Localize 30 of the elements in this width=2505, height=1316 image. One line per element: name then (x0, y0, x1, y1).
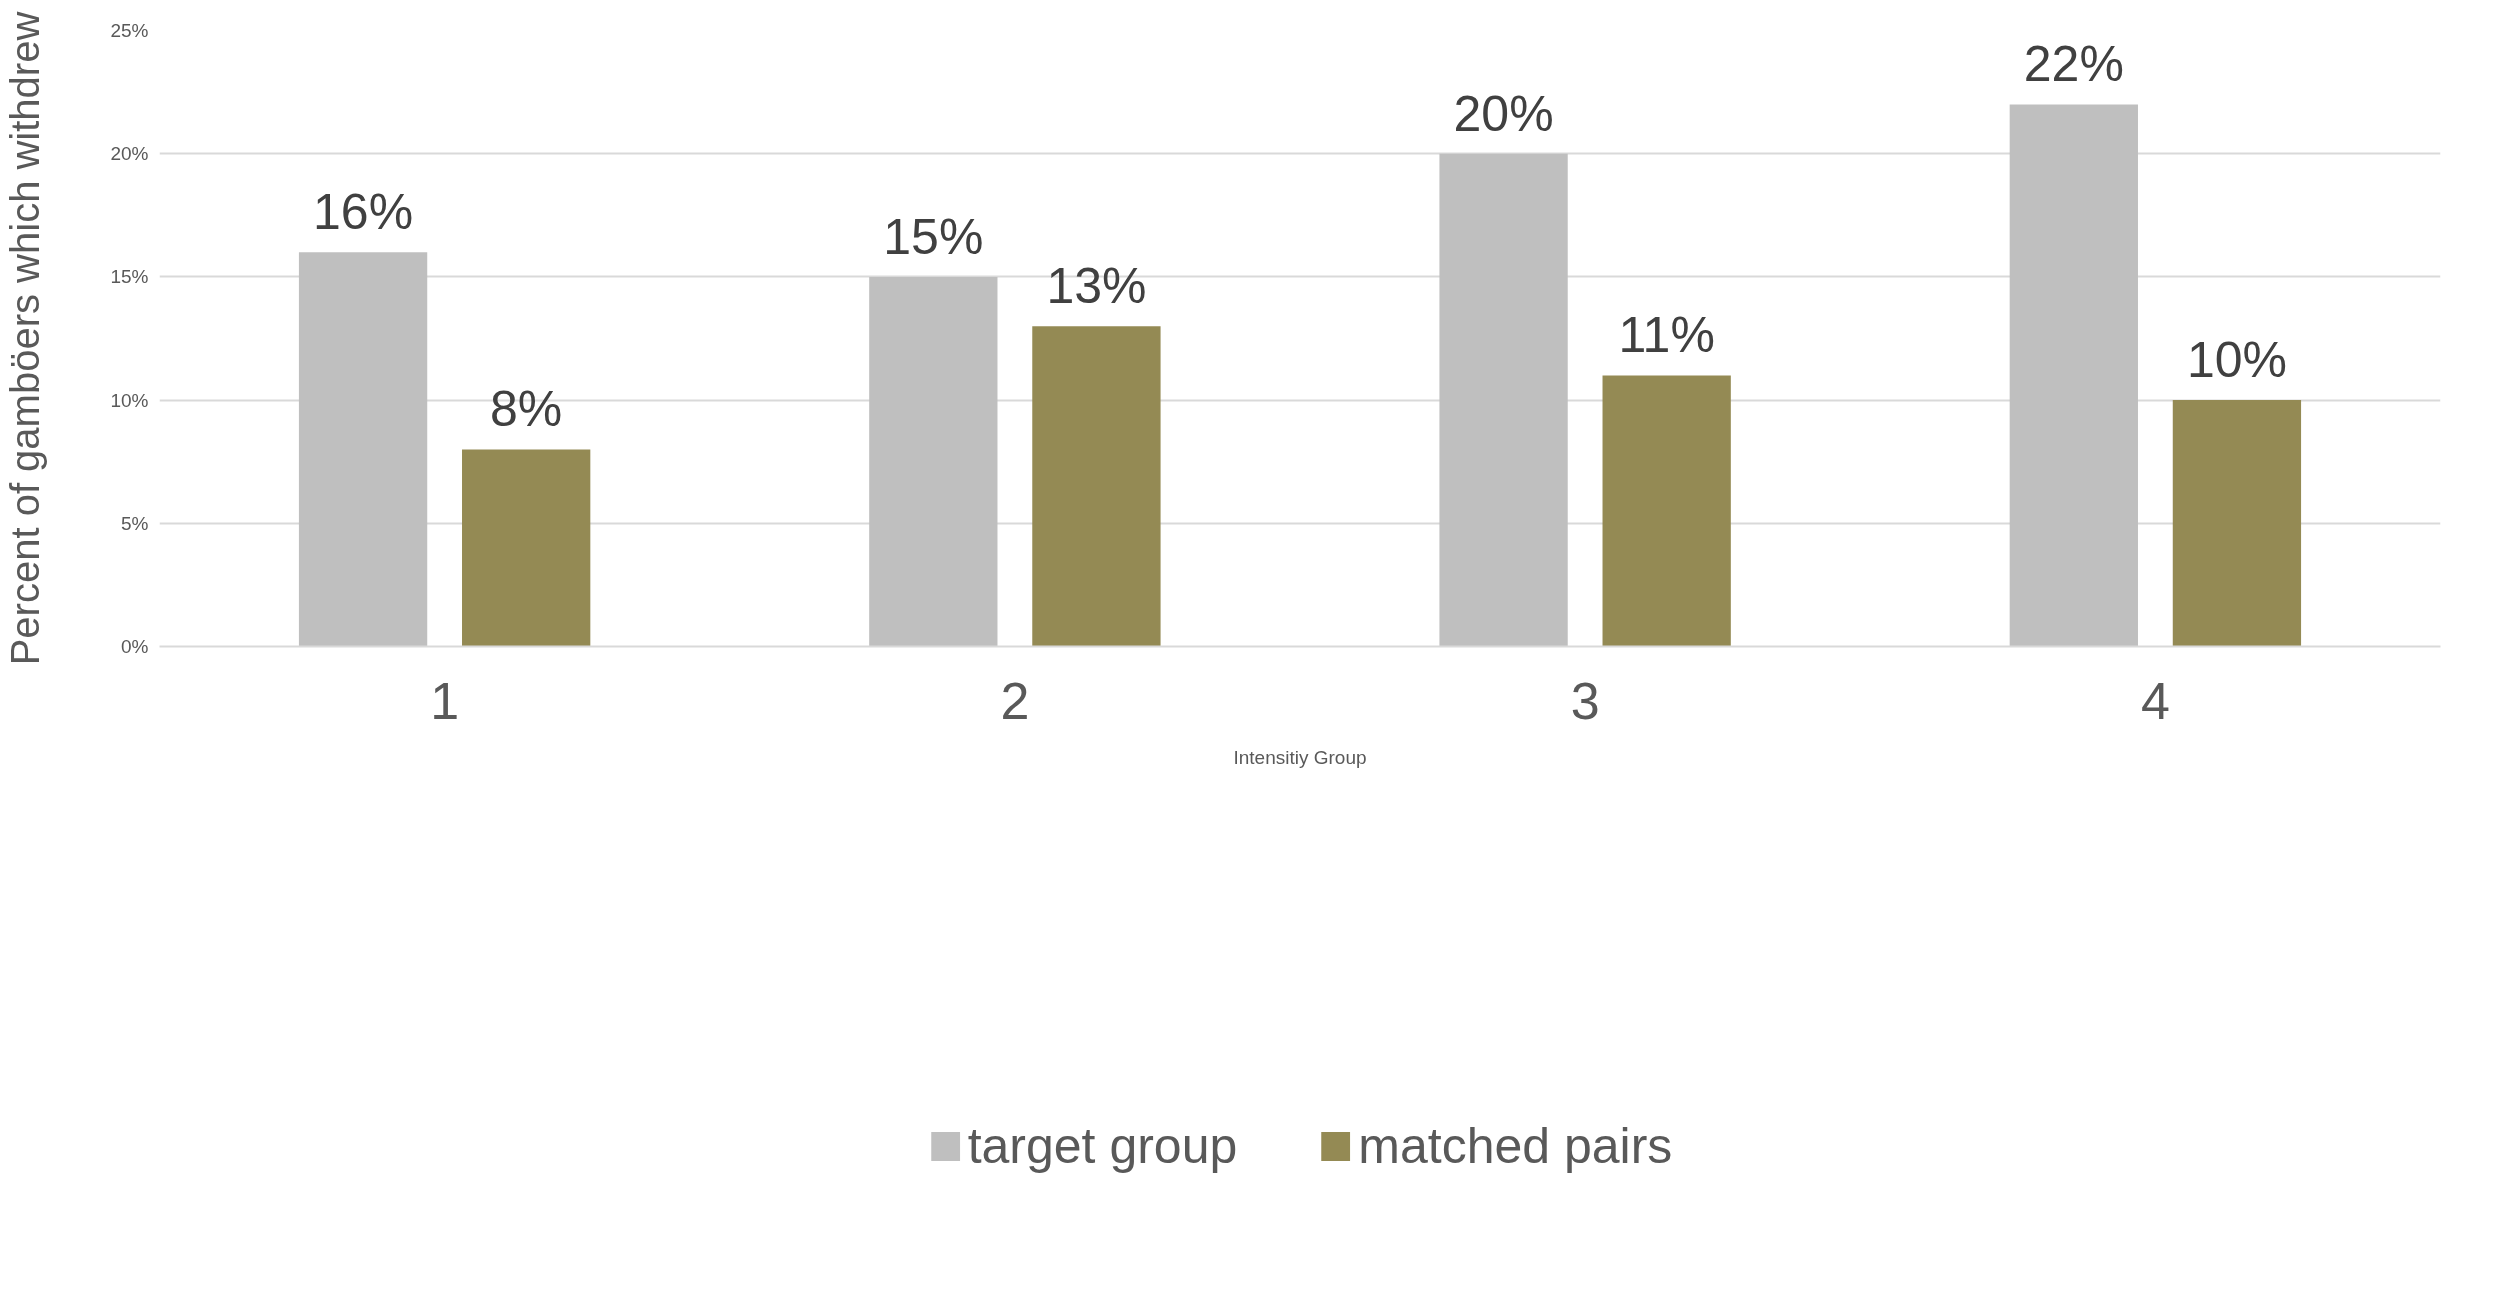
x-tick-label: 3 (1570, 671, 1600, 730)
y-tick-label: 15% (110, 266, 149, 288)
y-tick-label: 0% (121, 636, 149, 657)
data-label: 16% (313, 184, 414, 241)
data-label: 11% (1618, 307, 1715, 364)
bar (869, 276, 998, 647)
data-label: 15% (883, 208, 984, 265)
bar (1439, 153, 1568, 647)
x-tick-label: 4 (2140, 671, 2170, 730)
bar (1602, 375, 1731, 647)
x-tick-label: 2 (1000, 671, 1030, 730)
y-tick-label: 25% (110, 20, 149, 41)
x-axis-title: Intensitiy Group (1233, 746, 1367, 768)
bar (462, 449, 591, 647)
y-tick-label: 10% (110, 389, 149, 411)
data-label: 20% (1453, 85, 1554, 142)
legend-label: target group (967, 1116, 1238, 1175)
data-label: 10% (2186, 332, 2287, 389)
legend-label: matched pairs (1358, 1116, 1673, 1175)
bar (2172, 400, 2302, 647)
y-tick-label: 20% (110, 143, 149, 165)
y-tick-label: 5% (121, 512, 149, 534)
y-axis-title: Percent of gamböers which withdrew (3, 11, 48, 666)
data-label: 8% (490, 381, 563, 438)
bar (298, 252, 428, 647)
data-label: 22% (2023, 36, 2124, 93)
bar (2009, 104, 2138, 647)
bar (1032, 326, 1161, 647)
data-label: 13% (1046, 258, 1147, 315)
x-tick-label: 1 (430, 671, 460, 730)
